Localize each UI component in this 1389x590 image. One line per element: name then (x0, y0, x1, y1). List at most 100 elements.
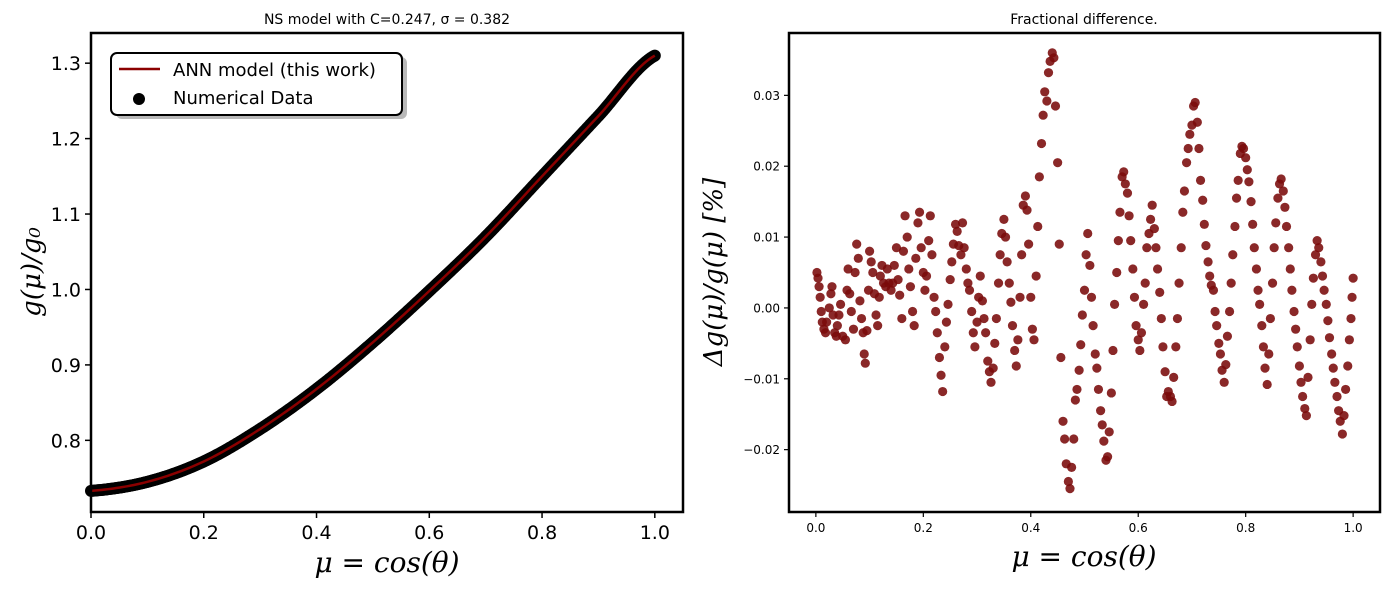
data-point (1347, 292, 1357, 302)
data-point (1205, 271, 1215, 281)
data-point (1024, 239, 1034, 249)
data-point (1000, 232, 1011, 242)
data-point (1289, 306, 1299, 317)
data-point (1312, 236, 1322, 246)
data-point (995, 250, 1005, 260)
data-point (920, 285, 930, 295)
data-point (1224, 306, 1235, 317)
data-point (1294, 361, 1305, 371)
data-point (1241, 153, 1251, 163)
data-point (938, 386, 948, 397)
data-point (1324, 333, 1335, 343)
data-point (1069, 434, 1079, 444)
left-axes-frame (89, 31, 685, 514)
right-y-ticks: −0.02 −0.01 0.00 0.01 0.02 0.03 (743, 89, 789, 457)
data-point (943, 299, 953, 309)
data-point (1135, 345, 1145, 356)
data-point (1267, 278, 1278, 288)
data-point (1317, 271, 1328, 281)
data-point (1027, 324, 1037, 334)
y-tick-label: −0.02 (743, 443, 780, 457)
data-point (1033, 221, 1043, 232)
right-chart: Fractional difference. 0.0 0.2 0.4 0.6 0.8 1.… (699, 12, 1382, 573)
data-point (1172, 313, 1183, 324)
x-tick-label: 1.0 (1344, 521, 1363, 535)
x-tick-label: 0.0 (76, 522, 106, 544)
data-point (1262, 379, 1272, 390)
x-tick-label: 0.4 (301, 522, 331, 544)
data-point (1006, 297, 1016, 307)
data-point (824, 303, 834, 313)
data-point (1341, 384, 1351, 395)
data-point (1139, 299, 1149, 309)
data-point (1106, 388, 1116, 398)
x-tick-label: 0.4 (1021, 521, 1040, 535)
data-point (1074, 365, 1084, 375)
data-point (852, 239, 862, 249)
data-point (1109, 299, 1120, 309)
data-point (1231, 193, 1242, 203)
data-point (1088, 321, 1098, 331)
data-point (1015, 292, 1025, 302)
data-point (914, 207, 925, 217)
data-point (1215, 349, 1226, 359)
data-point (1115, 207, 1125, 217)
data-point (1104, 427, 1114, 437)
left-chart: NS model with C=0.247, σ = 0.382 0.0 0.2 0… (17, 12, 685, 579)
data-point (1108, 345, 1118, 356)
data-point (964, 285, 975, 295)
data-point (826, 289, 836, 299)
data-point (1049, 53, 1059, 63)
data-point (1160, 367, 1170, 377)
data-point (1029, 335, 1039, 345)
data-point (816, 306, 826, 317)
data-point (874, 292, 884, 302)
data-point (1291, 324, 1301, 334)
data-point (897, 313, 907, 324)
data-point (1246, 197, 1256, 207)
data-point (1158, 342, 1168, 352)
data-point (1070, 395, 1080, 405)
right-x-axis-label: μ = cos(θ) (1011, 540, 1156, 573)
data-point (1013, 335, 1023, 345)
y-tick-label: −0.01 (743, 372, 780, 386)
data-point (875, 271, 885, 281)
data-point (1287, 285, 1297, 295)
data-point (1310, 250, 1321, 260)
data-point (1292, 342, 1302, 352)
data-point (862, 326, 872, 336)
y-tick-label: 0.01 (753, 231, 780, 245)
x-tick-label: 0.6 (1129, 521, 1148, 535)
data-point (932, 328, 942, 338)
y-tick-label: 0.02 (753, 160, 780, 174)
y-tick-label: 1.3 (51, 53, 81, 75)
data-point (959, 243, 969, 253)
data-point (1344, 335, 1354, 345)
data-point (1203, 257, 1213, 267)
data-point (925, 211, 935, 221)
data-point (814, 282, 824, 292)
data-point (1222, 331, 1233, 341)
data-point (970, 342, 980, 352)
data-point (1244, 177, 1254, 187)
data-point (981, 328, 991, 338)
data-point (1269, 243, 1279, 253)
data-point (929, 292, 939, 302)
data-point (1208, 285, 1219, 295)
data-point (1040, 87, 1050, 97)
data-point (1276, 174, 1286, 184)
data-point (845, 289, 855, 299)
data-point (835, 299, 846, 309)
x-tick-label: 0.6 (414, 522, 444, 544)
data-point (963, 278, 973, 288)
data-point (902, 232, 912, 242)
data-point (1228, 250, 1238, 260)
data-point (1308, 273, 1318, 283)
data-point (1257, 321, 1267, 331)
x-tick-label: 1.0 (640, 522, 670, 544)
data-point (1210, 306, 1220, 317)
right-chart-title: Fractional difference. (1010, 12, 1158, 28)
data-point (1129, 292, 1140, 302)
data-point (921, 271, 932, 281)
data-point (815, 292, 825, 302)
